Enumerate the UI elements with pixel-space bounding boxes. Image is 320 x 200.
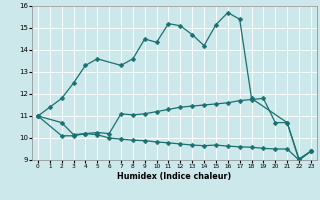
X-axis label: Humidex (Indice chaleur): Humidex (Indice chaleur) [117,172,232,181]
